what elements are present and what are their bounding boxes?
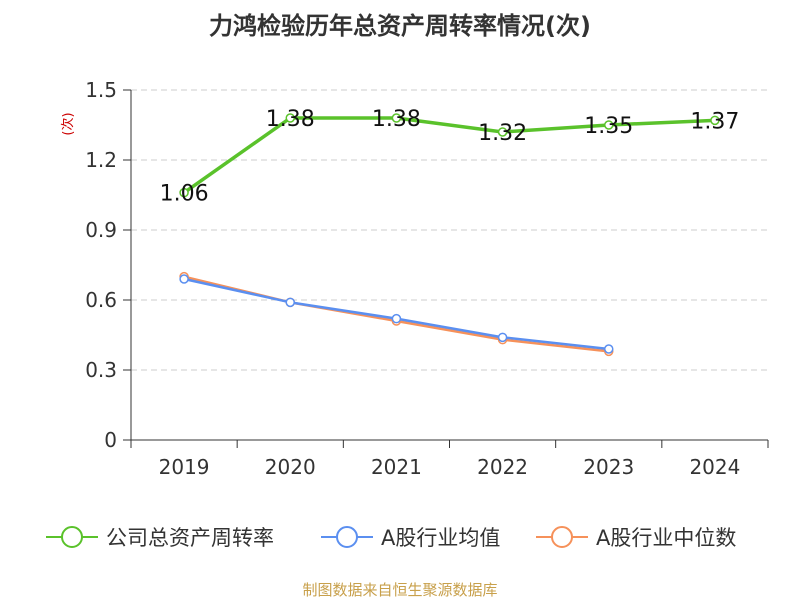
- axes: [130, 90, 768, 441]
- x-tick-label: 2024: [689, 455, 740, 479]
- y-tick-label: 1.2: [85, 148, 117, 172]
- legend-marker: [61, 526, 83, 548]
- data-label: 1.38: [372, 107, 421, 132]
- legend-label: A股行业均值: [381, 526, 500, 550]
- data-label: 1.06: [160, 182, 209, 207]
- data-label: 1.37: [690, 109, 739, 134]
- data-label: 1.38: [266, 107, 315, 132]
- legend-item: A股行业中位数: [536, 526, 736, 550]
- x-tick-label: 2023: [583, 455, 634, 479]
- data-point: [497, 127, 508, 137]
- series-line: [182, 116, 717, 195]
- series-layer: 1.06 1.38 1.38 1.32 1.35 1.37: [160, 107, 740, 357]
- legend-marker: [551, 526, 573, 548]
- y-tick-label: 0: [104, 428, 117, 452]
- source-note: 制图数据来自恒生聚源数据库: [302, 581, 497, 599]
- data-point: [497, 332, 508, 343]
- data-label: 1.35: [584, 114, 633, 139]
- x-tick-label: 2019: [159, 455, 210, 479]
- y-ticks: 0 0.3 0.6 0.9 1.2 1.5: [85, 78, 131, 452]
- legend: 公司总资产周转率 A股行业均值 A股行业中位数: [46, 526, 736, 550]
- data-point: [604, 344, 614, 354]
- y-tick-label: 0.6: [85, 288, 117, 312]
- legend-marker: [336, 526, 358, 548]
- data-point: [285, 297, 295, 308]
- x-tick-label: 2020: [265, 455, 316, 479]
- data-point: [285, 113, 295, 123]
- grid-lines: [131, 89, 768, 371]
- x-ticks: 2019 2020 2021 2022 2023 2024: [130, 440, 769, 479]
- data-point: [710, 115, 720, 126]
- legend-label: 公司总资产周转率: [106, 526, 274, 550]
- y-tick-label: 0.9: [85, 218, 117, 242]
- legend-label: A股行业中位数: [596, 526, 736, 550]
- data-point: [179, 274, 189, 284]
- series-1: [179, 274, 614, 354]
- x-tick-label: 2021: [371, 455, 422, 479]
- y-tick-label: 0.3: [85, 358, 117, 382]
- data-label: 1.32: [478, 121, 527, 146]
- series-0: 1.06 1.38 1.38 1.32 1.35 1.37: [160, 107, 740, 207]
- y-axis-label: (次): [60, 112, 76, 135]
- data-point: [391, 313, 402, 324]
- y-tick-label: 1.5: [85, 78, 117, 102]
- data-point: [391, 113, 402, 123]
- legend-item: 公司总资产周转率: [46, 526, 274, 550]
- chart-title: 力鸿检验历年总资产周转率情况(次): [209, 12, 591, 40]
- data-point: [179, 187, 189, 198]
- x-tick-label: 2022: [477, 455, 528, 479]
- data-point: [604, 120, 614, 130]
- legend-item: A股行业均值: [321, 526, 500, 550]
